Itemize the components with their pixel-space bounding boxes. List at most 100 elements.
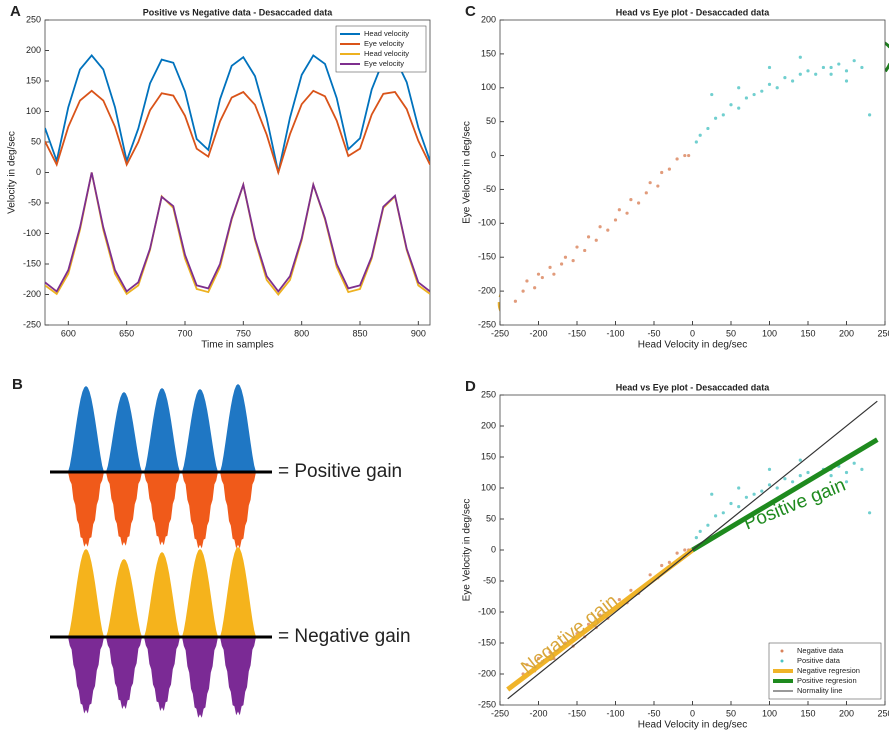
y-tick-label: 50 (31, 136, 41, 146)
scatter-point (752, 492, 756, 496)
scatter-point (737, 86, 741, 90)
scatter-point (667, 560, 672, 565)
scatter-point (629, 198, 633, 202)
x-tick-label: 900 (411, 328, 426, 338)
y-tick-label: -50 (483, 575, 496, 585)
x-tick-label: 800 (294, 328, 309, 338)
scatter-point (571, 259, 575, 263)
scatter-point (598, 225, 602, 229)
regression-line (691, 437, 879, 553)
y-tick-label: -250 (23, 319, 41, 329)
illustration (50, 384, 272, 718)
x-tick-label: -150 (568, 328, 586, 338)
y-axis-label: Eye Velocity in deg/sec (462, 499, 473, 602)
y-tick-label: 100 (481, 482, 496, 492)
x-tick-label: -50 (647, 328, 660, 338)
scatter-point (829, 474, 833, 478)
x-tick-label: 100 (762, 708, 777, 718)
scatter-point (698, 133, 702, 137)
gain-shape (68, 472, 104, 547)
scatter-point (513, 299, 518, 303)
scatter-point (783, 76, 787, 80)
y-axis-label: Eye Velocity in deg/sec (462, 121, 473, 224)
line-series (45, 89, 430, 176)
scatter-point (687, 153, 691, 158)
y-tick-label: -100 (23, 228, 41, 238)
gain-shape (106, 637, 142, 709)
gain-shape (68, 637, 104, 714)
x-tick-label: 150 (800, 328, 815, 338)
x-tick-label: 700 (177, 328, 192, 338)
scatter-point (613, 218, 618, 222)
x-tick-label: -200 (529, 708, 547, 718)
gain-shape (144, 637, 180, 711)
scatter-point (760, 489, 764, 493)
scatter-point (767, 483, 772, 487)
x-tick-label: -250 (491, 328, 509, 338)
y-tick-label: 50 (486, 513, 496, 523)
x-tick-label: 200 (839, 328, 854, 338)
legend-swatch (780, 659, 784, 663)
y-tick-label: -50 (483, 184, 496, 194)
scatter-point (737, 486, 741, 490)
scatter-point (852, 59, 856, 63)
scatter-point (583, 248, 587, 253)
scatter-point (606, 228, 610, 232)
gain-shape (68, 386, 104, 472)
x-axis-label: Head Velocity in deg/sec (638, 340, 748, 351)
scatter-point (868, 113, 872, 117)
scatter-point (760, 89, 764, 93)
scatter-point (617, 208, 621, 212)
scatter-point (767, 82, 772, 86)
y-tick-label: -100 (478, 606, 496, 616)
scatter-point (821, 65, 826, 70)
scatter-point (791, 79, 795, 83)
chart-title: Head vs Eye plot - Desaccaded data (616, 7, 771, 17)
scatter-point (683, 153, 687, 158)
scatter-point (814, 72, 818, 76)
scatter-point (548, 265, 552, 269)
y-tick-label: 0 (491, 544, 496, 554)
gain-shape (220, 637, 256, 716)
scatter-point (775, 486, 779, 490)
x-tick-label: 0 (690, 328, 695, 338)
scatter-point (533, 286, 537, 290)
gain-shape (182, 637, 218, 718)
scatter-point (694, 536, 698, 540)
scatter-point (868, 511, 872, 515)
panel-label: C (465, 3, 476, 20)
scatter-point (594, 238, 598, 242)
scatter-point (714, 514, 718, 518)
scatter-point (829, 65, 833, 70)
y-tick-label: 100 (26, 106, 41, 116)
scatter-point (637, 201, 641, 205)
regression-line (507, 400, 878, 700)
scatter-point (706, 523, 710, 527)
legend-label: Positive regresion (797, 676, 857, 685)
panel-label: B (12, 376, 23, 393)
plot-area (499, 19, 886, 326)
scatter-point (536, 656, 541, 661)
x-tick-label: 200 (839, 708, 854, 718)
x-tick-label: -100 (606, 708, 624, 718)
scatter-point (560, 262, 564, 266)
x-tick-label: 600 (61, 328, 76, 338)
scatter-point (540, 275, 544, 280)
legend-label: Head velocity (364, 29, 409, 38)
scatter-point (744, 495, 749, 499)
y-tick-label: -50 (28, 197, 41, 207)
y-tick-label: 50 (486, 116, 496, 126)
gain-shape (68, 549, 104, 637)
scatter-point (737, 106, 741, 110)
y-tick-label: 100 (481, 82, 496, 92)
y-tick-label: 250 (26, 14, 41, 24)
scatter-point (548, 650, 552, 654)
y-tick-label: -200 (23, 289, 41, 299)
x-axis-label: Head Velocity in deg/sec (638, 720, 748, 731)
x-tick-label: 100 (762, 328, 777, 338)
scatter-point (575, 245, 579, 249)
scatter-point (798, 72, 802, 76)
scatter-point (617, 598, 621, 602)
y-tick-label: 150 (481, 48, 496, 58)
